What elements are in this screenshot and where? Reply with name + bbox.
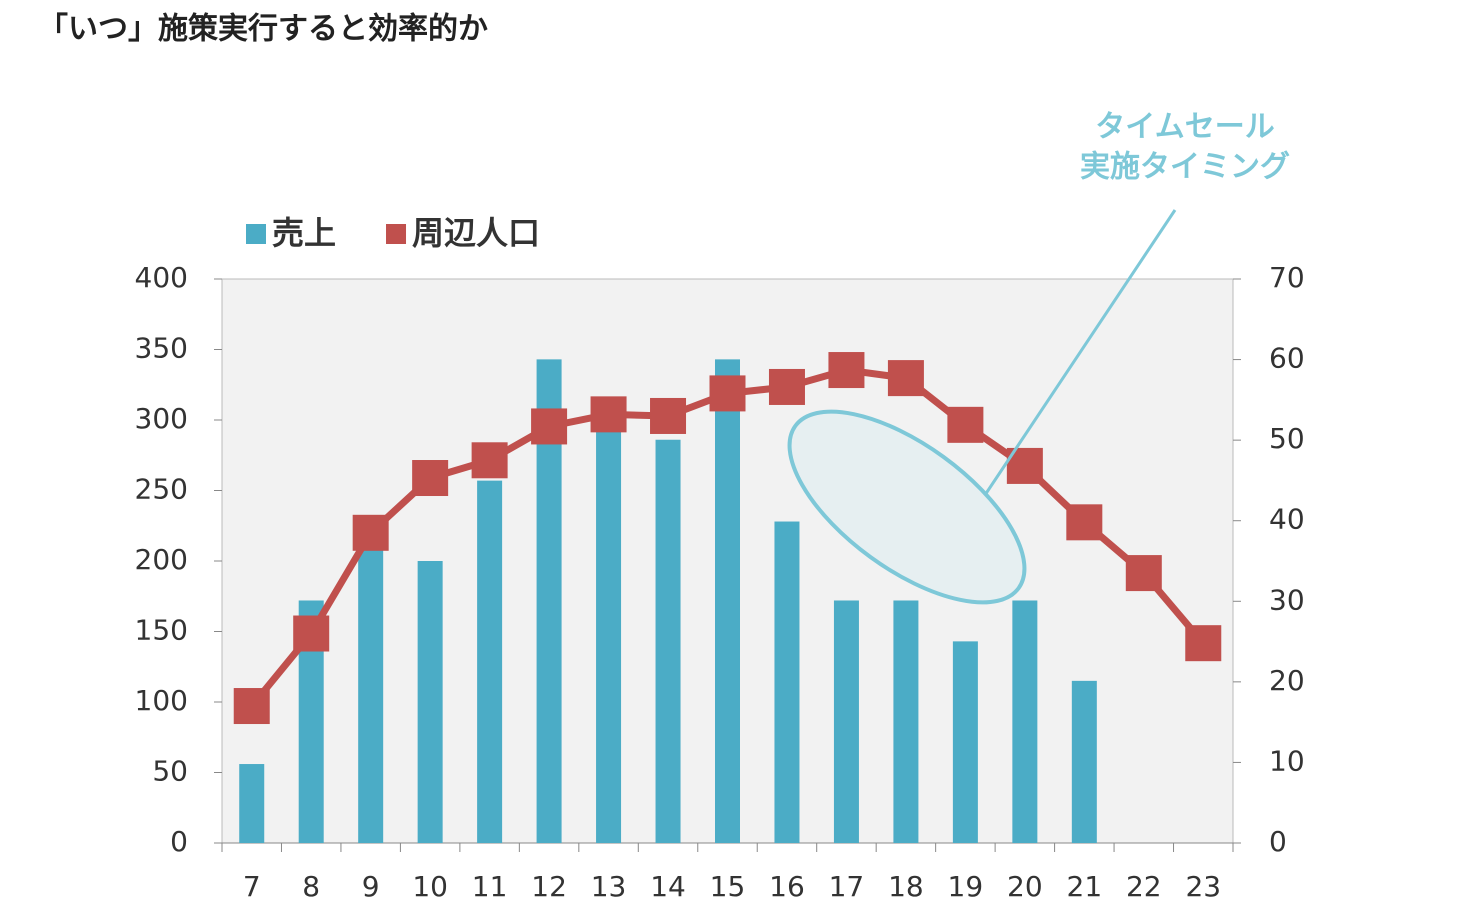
bar <box>358 544 384 843</box>
y-tick-label: 100 <box>135 684 188 717</box>
line-marker <box>412 460 449 497</box>
annotation-line <box>983 209 1177 496</box>
y2-tick-label: 40 <box>1269 503 1305 536</box>
y-tick-label: 400 <box>135 261 188 294</box>
line-marker <box>887 360 924 397</box>
line-marker <box>352 514 389 551</box>
y2-tick-label: 50 <box>1269 422 1305 455</box>
y2-tick-label: 0 <box>1269 825 1287 858</box>
x-tick-label: 14 <box>650 870 686 903</box>
x-tick-label: 21 <box>1067 870 1103 903</box>
x-tick-label: 16 <box>769 870 805 903</box>
y2-tick-label: 60 <box>1269 342 1305 375</box>
y-tick-label: 300 <box>135 402 188 435</box>
x-tick-label: 13 <box>591 870 627 903</box>
bar <box>833 600 859 843</box>
legend-label: 周辺人口 <box>412 214 540 252</box>
x-tick-label: 15 <box>710 870 746 903</box>
x-tick-label: 7 <box>243 870 261 903</box>
y-tick-label: 250 <box>135 473 188 506</box>
line-marker <box>650 397 687 434</box>
bar <box>239 764 265 843</box>
x-tick-label: 22 <box>1126 870 1162 903</box>
x-tick-label: 11 <box>472 870 508 903</box>
line-marker <box>233 688 270 725</box>
y-tick-label: 350 <box>135 332 188 365</box>
legend-swatch <box>246 224 266 244</box>
x-tick-label: 17 <box>829 870 865 903</box>
y-tick-label: 0 <box>170 825 188 858</box>
x-tick-label: 12 <box>531 870 567 903</box>
x-tick-label: 23 <box>1185 870 1221 903</box>
x-tick-label: 18 <box>888 870 924 903</box>
bar <box>1012 600 1038 843</box>
line-marker <box>768 368 805 405</box>
line-marker <box>293 615 330 652</box>
chart-title: 「いつ」施策実行すると効率的か <box>38 12 488 47</box>
bar <box>952 641 978 843</box>
line-marker <box>590 396 627 433</box>
line-marker <box>531 408 568 445</box>
x-tick-label: 20 <box>1007 870 1043 903</box>
y2-tick-label: 70 <box>1269 261 1305 294</box>
annotation-text: 実施タイミング <box>1080 150 1290 185</box>
x-tick-label: 19 <box>948 870 984 903</box>
line-marker <box>1125 555 1162 592</box>
x-tick-label: 8 <box>302 870 320 903</box>
bar <box>1071 680 1097 843</box>
y2-tick-label: 20 <box>1269 664 1305 697</box>
line-marker <box>1066 504 1103 541</box>
line-marker <box>1185 625 1222 662</box>
y-tick-label: 150 <box>135 614 188 647</box>
y-tick-label: 50 <box>152 755 188 788</box>
y2-tick-label: 30 <box>1269 583 1305 616</box>
legend-swatch <box>386 224 407 244</box>
legend-label: 売上 <box>272 214 336 252</box>
bar <box>774 521 800 843</box>
line-marker <box>828 352 865 389</box>
y2-tick-label: 10 <box>1269 744 1305 777</box>
x-tick-label: 9 <box>362 870 380 903</box>
bar <box>477 480 503 843</box>
x-tick-label: 10 <box>412 870 448 903</box>
annotation-ellipse <box>787 409 1027 605</box>
bar <box>715 359 740 843</box>
line-marker <box>709 375 746 412</box>
y-tick-label: 200 <box>135 543 188 576</box>
line-marker <box>947 406 984 443</box>
bar <box>417 561 443 843</box>
line-marker <box>471 442 508 479</box>
annotation-text: タイムセール <box>1095 110 1274 145</box>
bar <box>596 429 622 843</box>
bar <box>655 439 681 843</box>
bar <box>893 600 919 843</box>
